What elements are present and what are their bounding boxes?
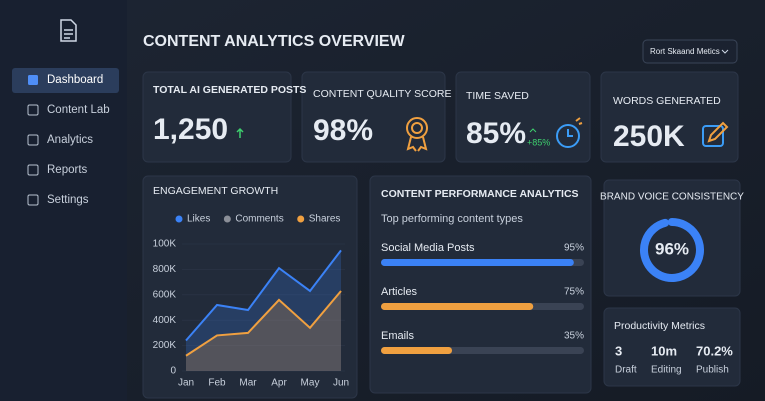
metric-label: Publish bbox=[696, 365, 729, 376]
legend-label: Comments bbox=[235, 214, 283, 225]
y-tick-label: 400K bbox=[153, 315, 177, 326]
stat-card bbox=[142, 71, 292, 163]
nav-item[interactable]: Dashboard bbox=[47, 74, 103, 86]
productivity-title: Productivity Metrics bbox=[614, 320, 705, 332]
bar-label: Articles bbox=[381, 286, 418, 298]
brand-card bbox=[603, 179, 741, 297]
logo bbox=[60, 19, 77, 42]
clock-icon bbox=[556, 117, 583, 148]
bar-value-label: 95% bbox=[564, 243, 584, 254]
ring-label: 96% bbox=[655, 239, 689, 258]
stat-change: +85% bbox=[527, 137, 550, 147]
series-line bbox=[185, 290, 342, 357]
x-tick-label: Mar bbox=[239, 378, 257, 389]
performance-subtitle: Top performing content types bbox=[381, 213, 523, 225]
productivity-card bbox=[603, 307, 741, 387]
chart-title: ENGAGEMENT GROWTH bbox=[153, 185, 278, 197]
series-line bbox=[185, 249, 342, 342]
ring-value bbox=[640, 218, 704, 282]
badge-icon bbox=[406, 117, 428, 152]
x-tick-label: Jun bbox=[333, 378, 349, 389]
stat-card bbox=[455, 71, 591, 163]
y-tick-label: 200K bbox=[153, 340, 177, 351]
y-tick-label: 0 bbox=[170, 366, 176, 377]
performance-card bbox=[369, 175, 592, 394]
dropdown[interactable] bbox=[642, 39, 738, 64]
stat-value: 85% bbox=[466, 117, 526, 150]
legend-dot bbox=[223, 215, 231, 223]
x-tick-label: Jan bbox=[178, 378, 194, 389]
legend-label: Shares bbox=[309, 214, 341, 225]
nav-item[interactable]: Analytics bbox=[47, 134, 93, 146]
stat-value: 1,250 bbox=[153, 113, 228, 146]
metric-value: 10m bbox=[651, 343, 677, 358]
metric-label: Editing bbox=[651, 365, 682, 376]
x-tick-label: Apr bbox=[271, 378, 287, 389]
x-tick-label: Feb bbox=[208, 378, 226, 389]
legend-dot bbox=[297, 215, 305, 223]
nav-icon bbox=[28, 75, 38, 85]
bar bbox=[381, 303, 534, 310]
dropdown-caret bbox=[721, 49, 729, 54]
nav-item[interactable]: Settings bbox=[47, 194, 89, 206]
chart-card bbox=[142, 175, 358, 399]
nav-icon bbox=[27, 134, 39, 146]
nav-item[interactable]: Content Lab bbox=[47, 104, 110, 116]
stat-label: TOTAL AI GENERATED POSTS bbox=[153, 84, 306, 96]
stat-value: 250K bbox=[613, 120, 685, 153]
series-area bbox=[186, 250, 341, 371]
bar bbox=[381, 347, 453, 354]
pencil-icon bbox=[702, 121, 729, 147]
nav-icon bbox=[27, 194, 39, 206]
y-tick-label: 100K bbox=[153, 239, 177, 250]
bar-value-label: 75% bbox=[564, 287, 584, 298]
bar-label: Emails bbox=[381, 330, 415, 342]
nav-item[interactable]: Reports bbox=[47, 164, 88, 176]
up-caret bbox=[529, 128, 537, 133]
series-area bbox=[186, 290, 341, 371]
performance-title: CONTENT PERFORMANCE ANALYTICS bbox=[381, 188, 579, 200]
nav-icon bbox=[27, 104, 39, 116]
dropdown-label[interactable]: Rort Skaand Metics bbox=[650, 47, 720, 56]
nav-active bbox=[12, 68, 119, 93]
bar bbox=[381, 259, 574, 266]
sidebar bbox=[0, 0, 127, 401]
y-tick-label: 800K bbox=[153, 264, 177, 275]
legend-dot bbox=[175, 215, 183, 223]
metric-value: 3 bbox=[615, 343, 622, 358]
metric-label: Draft bbox=[615, 365, 637, 376]
brand-title: BRAND VOICE CONSISTENCY bbox=[600, 192, 744, 203]
bar-value-label: 35% bbox=[564, 331, 584, 342]
stat-label: TIME SAVED bbox=[466, 90, 529, 102]
stat-label: WORDS GENERATED bbox=[613, 95, 721, 107]
stat-label: CONTENT QUALITY SCORE bbox=[313, 88, 451, 100]
legend-label: Likes bbox=[187, 214, 210, 225]
stat-card bbox=[301, 71, 446, 163]
metric-value: 70.2% bbox=[696, 343, 733, 358]
x-tick-label: May bbox=[301, 378, 320, 389]
stat-value: 98% bbox=[313, 114, 373, 147]
bar-label: Social Media Posts bbox=[381, 242, 475, 254]
nav-icon bbox=[27, 164, 39, 176]
y-tick-label: 600K bbox=[153, 289, 177, 300]
page-title: CONTENT ANALYTICS OVERVIEW bbox=[143, 33, 406, 50]
up-arrow bbox=[236, 127, 244, 138]
